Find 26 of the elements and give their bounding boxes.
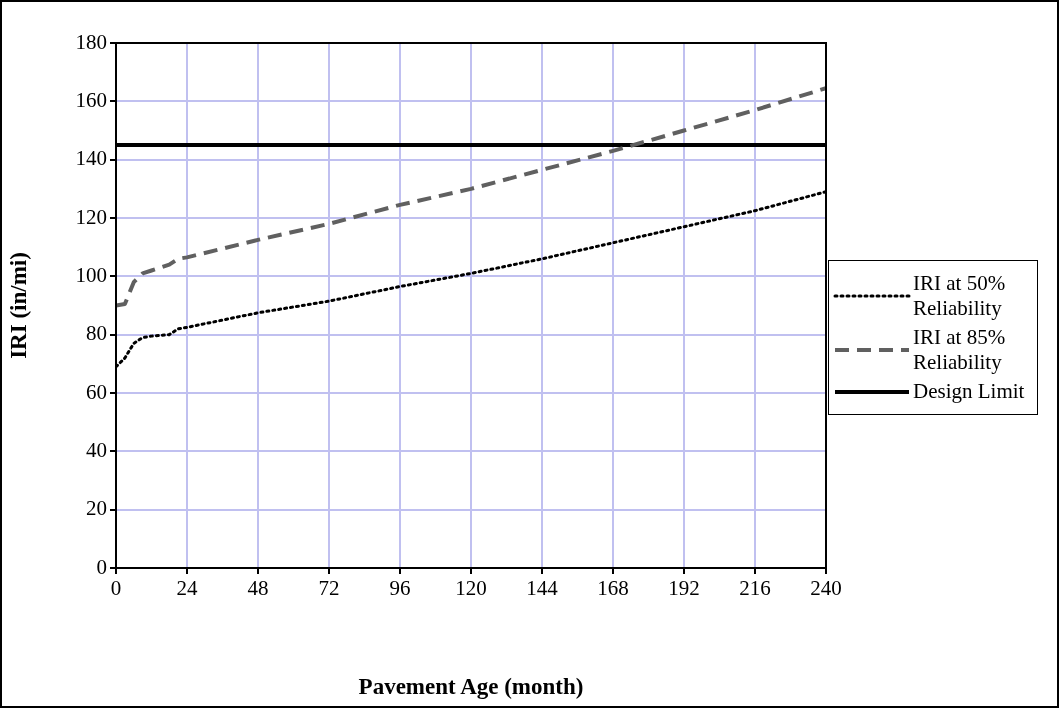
x-tick-label: 120 (455, 576, 487, 601)
legend-label: Design Limit (913, 379, 1025, 404)
x-tick-label: 192 (668, 576, 700, 601)
x-tick-label: 216 (739, 576, 771, 601)
y-tick-label: 0 (96, 554, 107, 579)
x-tick-label: 240 (810, 576, 842, 601)
y-tick-label: 120 (75, 204, 107, 229)
x-tick-label: 72 (318, 576, 340, 601)
x-tick-label: 24 (176, 576, 198, 601)
x-tick-label: 96 (389, 576, 411, 601)
legend-label: IRI at 85% Reliability (913, 325, 1007, 375)
legend-label: IRI at 50% Reliability (913, 271, 1007, 321)
x-tick-label: 168 (597, 576, 629, 601)
y-tick-label: 100 (75, 262, 107, 287)
y-tick-label: 80 (86, 321, 107, 346)
y-tick-label: 140 (75, 146, 107, 171)
y-axis-title: IRI (in/mi) (5, 252, 31, 359)
line-series (116, 86, 826, 308)
y-tick-label: 160 (75, 87, 107, 112)
y-tick-label: 40 (86, 437, 107, 462)
y-tick-label: 20 (86, 496, 107, 521)
x-axis-title: Pavement Age (month) (358, 674, 584, 700)
x-tick-label: 144 (526, 576, 559, 601)
y-tick-label: 60 (86, 379, 107, 404)
y-tick-label: 180 (75, 29, 107, 54)
x-tick-label: 48 (247, 576, 269, 601)
